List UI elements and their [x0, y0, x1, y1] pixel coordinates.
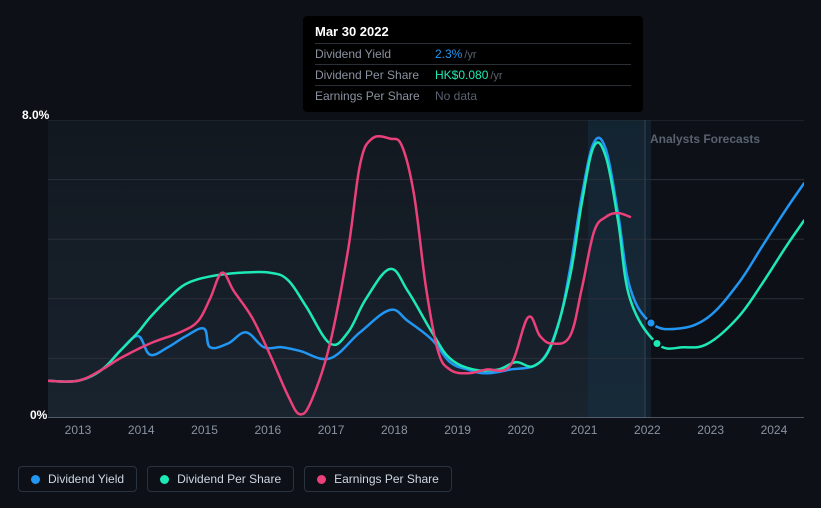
tooltip-label: Dividend Per Share [315, 68, 435, 82]
tooltip-value: HK$0.080/yr [435, 68, 503, 82]
legend-dot-icon [31, 475, 40, 484]
x-tick: 2019 [428, 423, 488, 443]
tooltip-label: Dividend Yield [315, 47, 435, 61]
legend-item[interactable]: Earnings Per Share [304, 466, 452, 492]
x-tick: 2021 [554, 423, 614, 443]
x-tick: 2016 [238, 423, 298, 443]
legend-dot-icon [160, 475, 169, 484]
legend-label: Dividend Per Share [177, 472, 281, 486]
x-tick: 2022 [617, 423, 677, 443]
tooltip-date: Mar 30 2022 [315, 24, 631, 43]
x-tick: 2024 [744, 423, 804, 443]
legend-dot-icon [317, 475, 326, 484]
tooltip-row: Dividend Yield 2.3%/yr [315, 43, 631, 64]
x-tick: 2023 [681, 423, 741, 443]
y-axis-min: 0% [30, 408, 47, 422]
x-tick: 2018 [364, 423, 424, 443]
legend-item[interactable]: Dividend Per Share [147, 466, 294, 492]
chart-legend: Dividend Yield Dividend Per Share Earnings… [18, 466, 452, 492]
chart-tooltip: Mar 30 2022 Dividend Yield 2.3%/yr Divid… [303, 16, 643, 112]
y-axis-max: 8.0% [22, 108, 49, 122]
legend-label: Dividend Yield [48, 472, 124, 486]
legend-label: Earnings Per Share [334, 472, 439, 486]
x-tick: 2015 [175, 423, 235, 443]
tooltip-value: 2.3%/yr [435, 47, 477, 61]
x-tick: 2013 [48, 423, 108, 443]
tooltip-row: Earnings Per Share No data [315, 85, 631, 106]
x-axis-ticks: 2013201420152016201720182019202020212022… [48, 423, 804, 443]
tooltip-label: Earnings Per Share [315, 89, 435, 103]
tooltip-value: No data [435, 89, 477, 103]
legend-item[interactable]: Dividend Yield [18, 466, 137, 492]
chart-plot[interactable] [48, 120, 804, 418]
dividend-chart: Mar 30 2022 Dividend Yield 2.3%/yr Divid… [0, 0, 821, 508]
tooltip-row: Dividend Per Share HK$0.080/yr [315, 64, 631, 85]
x-tick: 2014 [111, 423, 171, 443]
x-tick: 2017 [301, 423, 361, 443]
x-tick: 2020 [491, 423, 551, 443]
